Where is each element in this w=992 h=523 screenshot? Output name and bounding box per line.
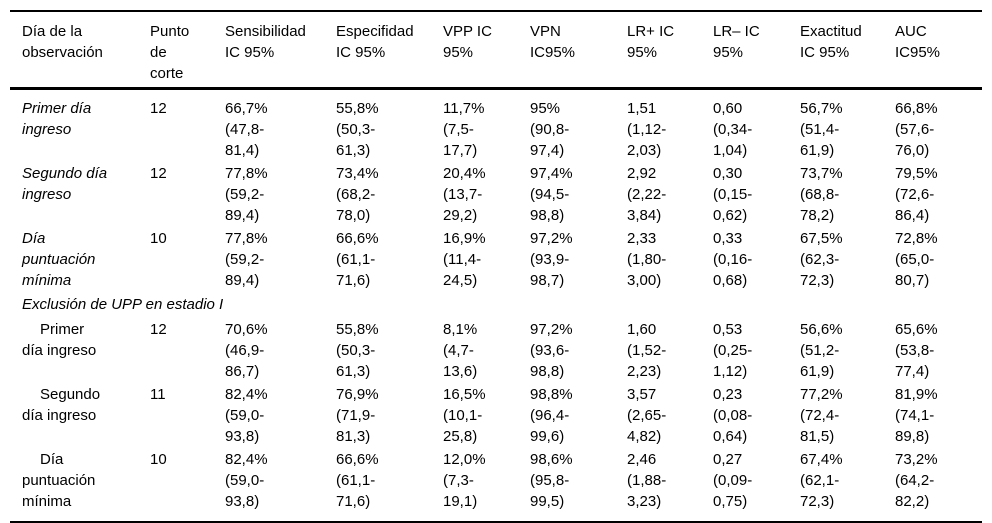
table-cell: 97,2% (93,6- 98,8)	[530, 321, 573, 380]
table-cell: 77,2% (72,4- 81,5)	[800, 386, 843, 445]
table-cell: 1,60 (1,52- 2,23)	[627, 321, 667, 380]
table-cell: 98,8% (96,4- 99,6)	[530, 386, 573, 445]
table-cell: 98,6% (95,8- 99,5)	[530, 451, 573, 510]
section-header-label: Exclusión de UPP en estadio I	[22, 296, 224, 313]
table-cell: 72,8% (65,0- 80,7)	[895, 230, 938, 289]
table-cell: 73,2% (64,2- 82,2)	[895, 451, 938, 510]
col-header-vpp: VPP IC 95%	[443, 23, 492, 61]
table-cell: 1,51 (1,12- 2,03)	[627, 100, 667, 159]
table-cell: 67,4% (62,1- 72,3)	[800, 451, 843, 510]
col-header-vpn: VPN IC95%	[530, 23, 576, 61]
table-cell: 0,53 (0,25- 1,12)	[713, 321, 753, 380]
table-body: Primer día ingreso 12 66,7% (47,8- 81,4)…	[10, 89, 982, 523]
table-cell: 12	[150, 321, 167, 338]
diagnostic-accuracy-table: Día de la observación Punto de corte Sen…	[10, 10, 982, 523]
table-cell: 12	[150, 165, 167, 182]
row-label-cell: Segundo día ingreso	[22, 386, 101, 424]
col-header-lr-pos: LR+ IC 95%	[627, 23, 675, 61]
row-label-cell: Día puntuación mínima	[22, 230, 96, 289]
table-cell: 11,7% (7,5- 17,7)	[443, 100, 485, 159]
table-cell: 2,92 (2,22- 3,84)	[627, 165, 667, 224]
table-cell: 66,6% (61,1- 71,6)	[336, 451, 379, 510]
section-header-row: Exclusión de UPP en estadio I	[10, 291, 982, 317]
table-cell: 82,4% (59,0- 93,8)	[225, 386, 268, 445]
table-cell: 10	[150, 230, 167, 247]
table-row: Primer día ingreso 12 70,6% (46,9- 86,7)…	[10, 317, 982, 382]
table-cell: 0,60 (0,34- 1,04)	[713, 100, 753, 159]
table-cell: 12,0% (7,3- 19,1)	[443, 451, 486, 510]
table-cell: 66,7% (47,8- 81,4)	[225, 100, 268, 159]
table-cell: 16,5% (10,1- 25,8)	[443, 386, 486, 445]
table-cell: 73,7% (68,8- 78,2)	[800, 165, 843, 224]
col-header-especifidad: Especifidad IC 95%	[336, 23, 414, 61]
table-cell: 55,8% (50,3- 61,3)	[336, 100, 379, 159]
col-header-punto-corte: Punto de corte	[150, 23, 190, 82]
table-row: Segundo día ingreso 11 82,4% (59,0- 93,8…	[10, 382, 982, 447]
table-row: Primer día ingreso 12 66,7% (47,8- 81,4)…	[10, 89, 982, 162]
table-cell: 2,46 (1,88- 3,23)	[627, 451, 667, 510]
col-header-dia-observacion: Día de la observación	[22, 23, 103, 61]
header-row: Día de la observación Punto de corte Sen…	[10, 11, 982, 89]
table-cell: 16,9% (11,4- 24,5)	[443, 230, 486, 289]
table-cell: 0,23 (0,08- 0,64)	[713, 386, 753, 445]
table-cell: 67,5% (62,3- 72,3)	[800, 230, 843, 289]
table-cell: 12	[150, 100, 167, 117]
table-cell: 95% (90,8- 97,4)	[530, 100, 570, 159]
table-cell: 66,6% (61,1- 71,6)	[336, 230, 379, 289]
table-cell: 97,4% (94,5- 98,8)	[530, 165, 573, 224]
table-cell: 66,8% (57,6- 76,0)	[895, 100, 938, 159]
table-cell: 77,8% (59,2- 89,4)	[225, 165, 268, 224]
col-header-auc: AUC IC95%	[895, 23, 941, 61]
col-header-exactitud: Exactitud IC 95%	[800, 23, 862, 61]
table-cell: 77,8% (59,2- 89,4)	[225, 230, 268, 289]
table-cell: 81,9% (74,1- 89,8)	[895, 386, 938, 445]
table-cell: 73,4% (68,2- 78,0)	[336, 165, 379, 224]
table-header: Día de la observación Punto de corte Sen…	[10, 11, 982, 89]
table-cell: 82,4% (59,0- 93,8)	[225, 451, 268, 510]
table-row: Segundo día ingreso 12 77,8% (59,2- 89,4…	[10, 161, 982, 226]
table-cell: 70,6% (46,9- 86,7)	[225, 321, 268, 380]
table-cell: 55,8% (50,3- 61,3)	[336, 321, 379, 380]
table-cell: 8,1% (4,7- 13,6)	[443, 321, 478, 380]
table-row: Día puntuación mínima 10 82,4% (59,0- 93…	[10, 447, 982, 522]
table-cell: 2,33 (1,80- 3,00)	[627, 230, 667, 289]
table-cell: 65,6% (53,8- 77,4)	[895, 321, 938, 380]
table-cell: 0,27 (0,09- 0,75)	[713, 451, 753, 510]
col-header-sensibilidad: Sensibilidad IC 95%	[225, 23, 306, 61]
table-cell: 3,57 (2,65- 4,82)	[627, 386, 667, 445]
table-cell: 56,7% (51,4- 61,9)	[800, 100, 843, 159]
table-row: Día puntuación mínima 10 77,8% (59,2- 89…	[10, 226, 982, 291]
table-cell: 76,9% (71,9- 81,3)	[336, 386, 379, 445]
table-cell: 97,2% (93,9- 98,7)	[530, 230, 573, 289]
table-cell: 10	[150, 451, 167, 468]
row-label-cell: Día puntuación mínima	[22, 451, 96, 510]
row-label-cell: Segundo día ingreso	[22, 165, 108, 203]
col-header-lr-neg: LR– IC 95%	[713, 23, 760, 61]
table-cell: 11	[150, 386, 166, 403]
table-cell: 0,33 (0,16- 0,68)	[713, 230, 753, 289]
row-label-cell: Primer día ingreso	[22, 100, 92, 138]
table-cell: 79,5% (72,6- 86,4)	[895, 165, 938, 224]
row-label-cell: Primer día ingreso	[22, 321, 97, 359]
table-cell: 20,4% (13,7- 29,2)	[443, 165, 486, 224]
table-cell: 56,6% (51,2- 61,9)	[800, 321, 843, 380]
table-cell: 0,30 (0,15- 0,62)	[713, 165, 753, 224]
